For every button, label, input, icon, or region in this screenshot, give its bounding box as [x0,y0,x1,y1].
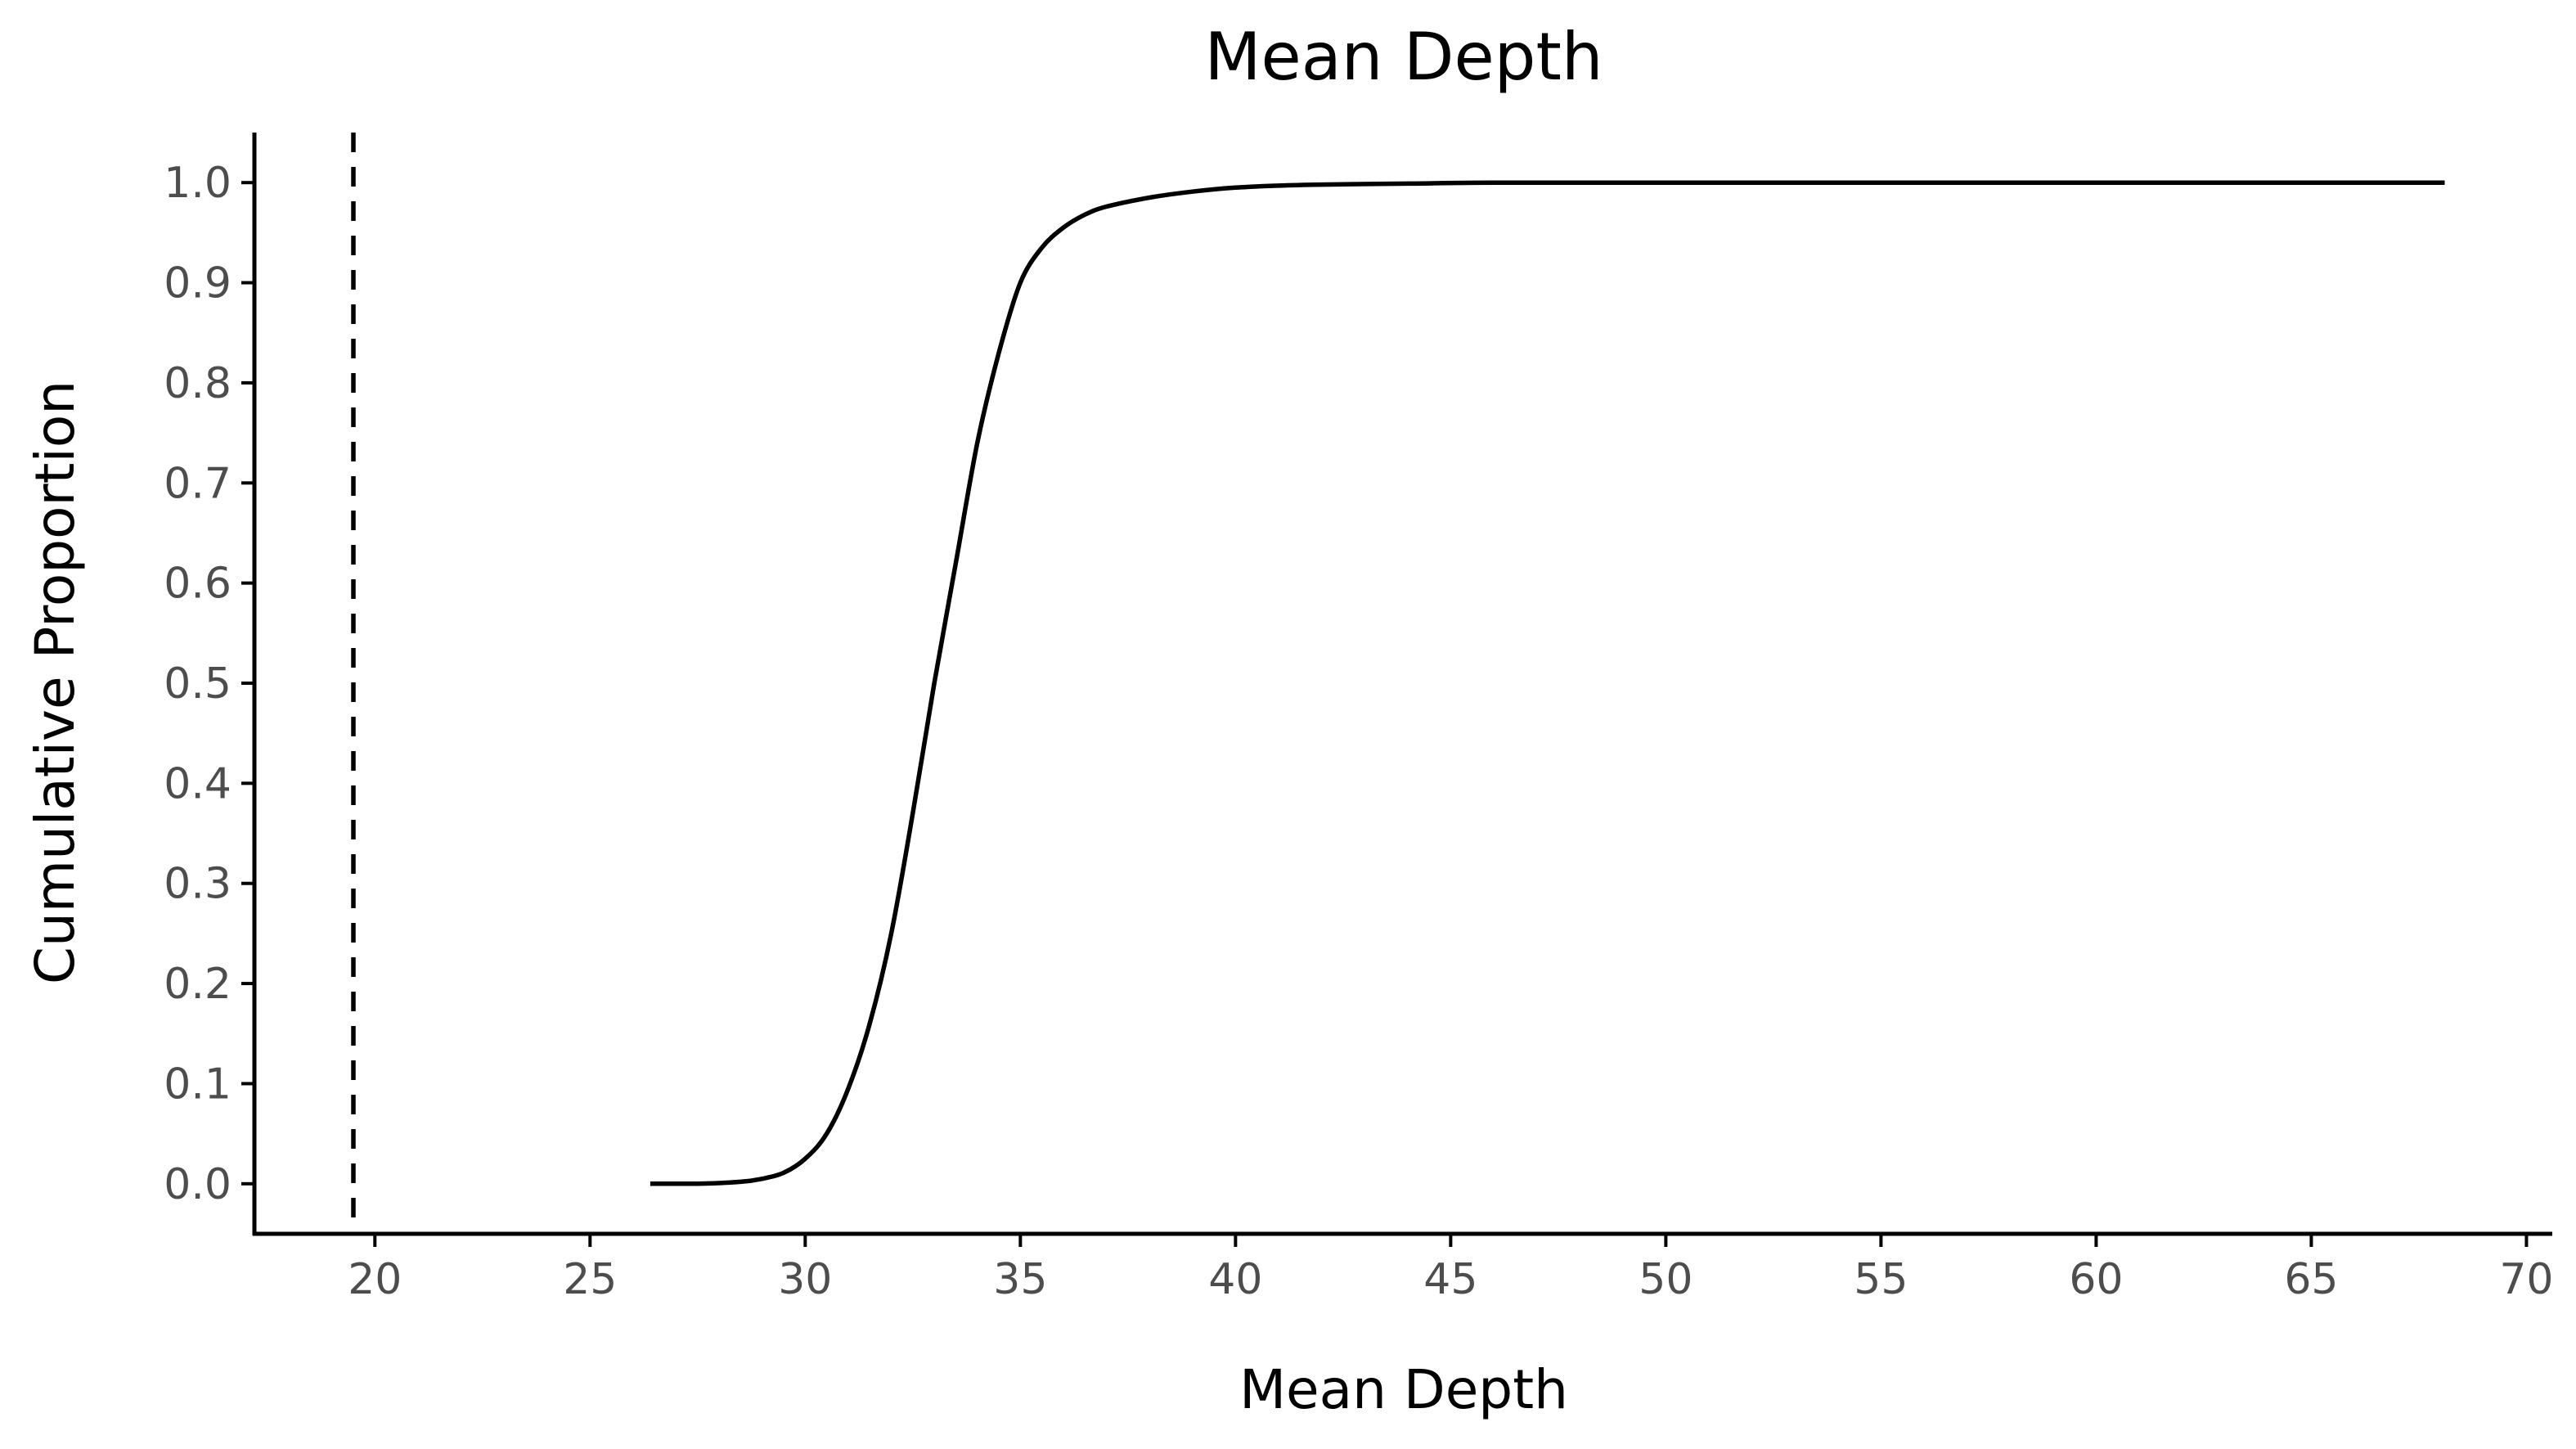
x-tick-label: 25 [563,1255,617,1304]
x-tick-label: 30 [778,1255,832,1304]
x-tick-label: 45 [1423,1255,1477,1304]
y-tick-label: 0.4 [164,759,232,808]
y-axis-title: Cumulative Proportion [24,380,87,984]
x-axis-title: Mean Depth [1239,1358,1568,1421]
y-tick-label: 0.2 [164,960,232,1009]
y-tick-label: 0.8 [164,359,232,408]
y-tick-label: 0.6 [164,560,232,609]
x-tick-label: 60 [2069,1255,2123,1304]
y-tick-label: 0.1 [164,1060,232,1109]
x-tick-label: 35 [993,1255,1047,1304]
x-tick-label: 65 [2284,1255,2338,1304]
chart-title: Mean Depth [1204,19,1603,95]
y-tick-label: 0.0 [164,1160,232,1209]
y-tick-label: 0.9 [164,259,232,308]
y-tick-label: 0.3 [164,860,232,909]
y-tick-label: 1.0 [164,159,232,208]
y-tick-label: 0.5 [164,659,232,709]
x-tick-label: 70 [2499,1255,2553,1304]
plot-area: 20 25 30 35 40 45 50 55 60 65 70 0.0 0.1 0.2 0.3 0.4 0.5… [164,133,2554,1304]
x-tick-label: 40 [1208,1255,1262,1304]
x-tick-label: 55 [1854,1255,1908,1304]
ecdf-curve [650,180,2445,1186]
y-tick-label: 0.7 [164,459,232,508]
x-tick-label: 20 [348,1255,402,1304]
x-tick-label: 50 [1639,1255,1693,1304]
